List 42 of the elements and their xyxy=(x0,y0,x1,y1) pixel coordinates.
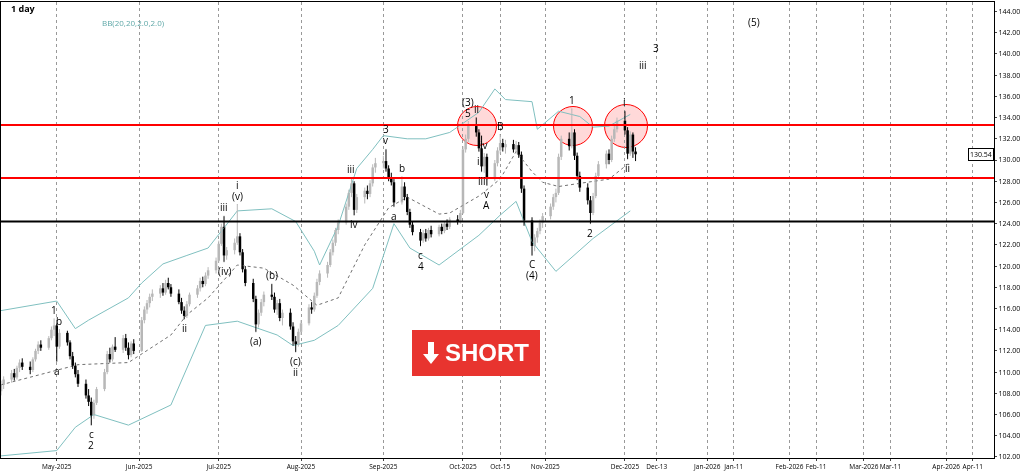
annotation: C xyxy=(529,257,536,271)
annotation: iii xyxy=(347,162,355,176)
annotation: BB(20,20,2.0,2.0) xyxy=(102,17,165,28)
annotation: (v) xyxy=(232,189,243,203)
annotation: iii xyxy=(478,174,486,188)
annotation: 5 xyxy=(465,106,471,120)
annotation: (4) xyxy=(526,268,538,282)
annotation: (a) xyxy=(250,334,262,348)
annotation: 3 xyxy=(653,41,659,55)
annotation: i xyxy=(623,95,626,109)
annotation: 3 xyxy=(383,122,389,136)
annotation: iii xyxy=(220,200,228,214)
annotation: 1 xyxy=(51,303,57,317)
annotation: 2 xyxy=(88,438,94,452)
annotation: (iv) xyxy=(218,264,232,278)
annotation: c xyxy=(89,427,94,441)
annotation: 4 xyxy=(418,259,424,273)
annotation: c xyxy=(418,248,423,262)
annotation: (3) xyxy=(462,95,474,109)
annotation: b xyxy=(399,161,406,175)
annotation: SHORT xyxy=(445,339,529,367)
annotation: 1 xyxy=(569,93,575,107)
annotation: a xyxy=(54,364,60,378)
chart-title: 1 day xyxy=(11,2,36,15)
annotation: i xyxy=(236,178,239,192)
annotation: A xyxy=(483,198,490,212)
annotation: ii xyxy=(182,321,188,335)
annotation: ii xyxy=(293,365,299,379)
annotation: a xyxy=(391,209,397,223)
annotation: v xyxy=(383,133,388,147)
annotation: i xyxy=(477,154,480,168)
annotation: v xyxy=(484,187,489,201)
annotation: (b) xyxy=(266,268,279,282)
annotation: iv xyxy=(350,217,358,231)
annotation: (5) xyxy=(748,15,760,29)
annotation: 2 xyxy=(587,226,593,240)
annotation: b xyxy=(56,314,63,328)
annotation: (c) xyxy=(290,354,301,368)
annotation: B xyxy=(497,119,504,133)
annotation: iii xyxy=(639,58,647,72)
annotation: ii xyxy=(625,161,631,175)
annotation: ii xyxy=(474,102,480,116)
